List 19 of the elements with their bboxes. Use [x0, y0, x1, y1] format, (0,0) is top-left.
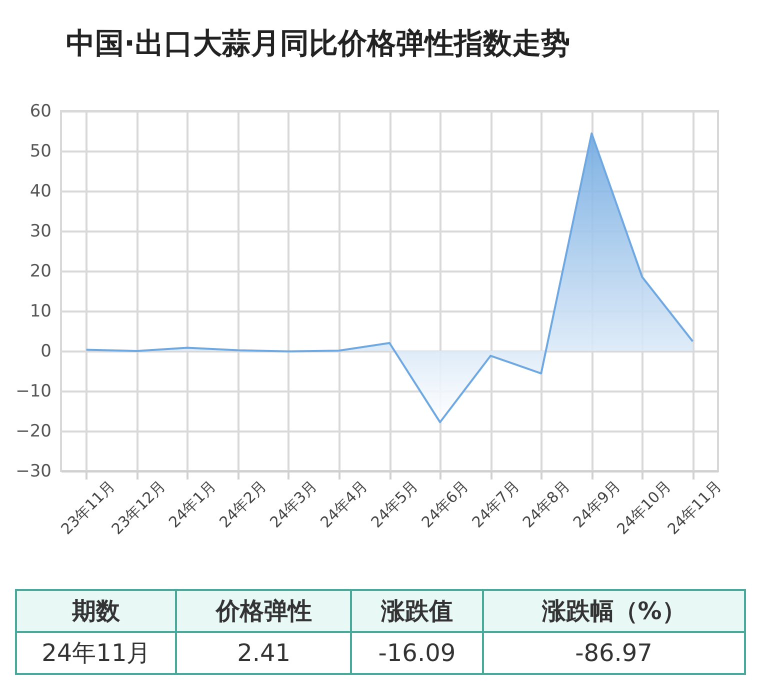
- y-tick-label: 20: [30, 262, 52, 282]
- text: 涨跌值: [351, 590, 483, 632]
- text: 2.41: [176, 632, 352, 674]
- text: 价格弹性: [176, 590, 352, 632]
- text: 24年11月: [16, 632, 176, 674]
- text: 涨跌幅（%）: [482, 590, 745, 632]
- text: -86.97: [482, 632, 745, 674]
- y-tick-label: 40: [30, 182, 52, 202]
- y-tick-label: 0: [40, 342, 52, 362]
- y-tick-label: 30: [30, 222, 52, 242]
- y-tick-label: 10: [30, 302, 52, 322]
- y-tick-label: −10: [16, 382, 52, 402]
- y-tick-label: 50: [30, 142, 52, 162]
- y-tick-label: −30: [16, 462, 52, 482]
- text: -16.09: [351, 632, 483, 674]
- y-tick-label: −20: [16, 422, 52, 442]
- text: 期数: [16, 590, 176, 632]
- chart-title: 中国·出口大蒜月同比价格弹性指数走势: [66, 25, 570, 62]
- y-tick-label: 60: [30, 102, 52, 122]
